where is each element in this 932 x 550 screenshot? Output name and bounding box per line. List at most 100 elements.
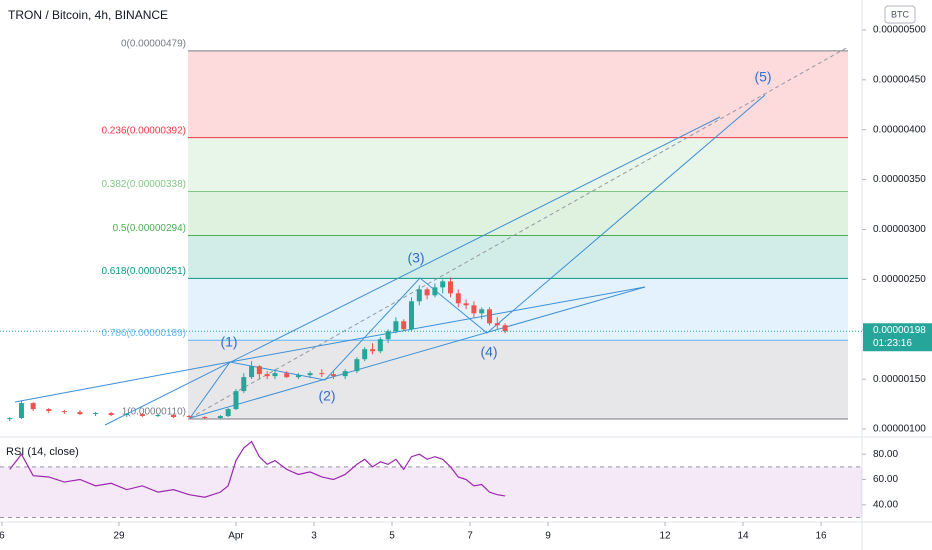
candle-body [256,366,262,375]
candle-body [225,409,231,417]
candle-body [202,417,208,419]
candle-body [362,349,368,360]
rsi-label: RSI (14, close) [6,446,79,458]
fib-label: 0.5(0.00000294) [113,223,186,234]
candle-body [7,418,13,420]
candle-body [401,321,407,330]
x-tick-label: Apr [228,531,244,542]
candle-body [319,373,325,375]
y-tick-label: 0.00000150 [873,374,926,385]
chart-title: TRON / Bitcoin, 4h, BINANCE [8,8,168,22]
channel-upper [104,116,721,426]
candle-body [18,403,24,419]
candle-body [502,325,508,332]
y-tick-label: 0.00000450 [873,74,926,85]
candle-body [77,412,83,415]
axes: 0.00000500 0.00000450 0.00000400 0.00000350… [0,25,932,542]
wave-label: (4) [480,344,497,360]
candle-body [61,411,67,413]
currency-label[interactable]: BTC [891,9,910,19]
trend-line [229,286,646,363]
x-tick-label: 7 [467,531,473,542]
rsi-tick-label: 60.00 [873,474,898,485]
wave-label: (3) [407,250,424,266]
y-tick-label: 0.00000350 [873,174,926,185]
fib-zone [188,235,848,279]
trend-line [14,361,231,403]
y-tick-label: 0.00000500 [873,25,926,36]
y-tick-label: 0.00000250 [873,274,926,285]
currency-button[interactable] [884,5,916,24]
countdown: 01:23:16 [873,338,912,349]
candle-body [241,377,247,392]
last-price-label: 0.00000198 [873,325,926,336]
candle-body [354,359,360,372]
rsi-band [0,466,862,518]
candle-body [171,415,177,418]
rsi-tick-label: 40.00 [873,499,898,510]
x-tick-label: 16 [815,531,827,542]
candle-body [249,366,255,378]
rsi-line [9,440,506,498]
candle-body [479,309,485,314]
candle-body [307,373,313,376]
candle-body [494,323,500,326]
candle-body [139,414,145,417]
wave-label: (1) [220,334,237,350]
candle-body [46,409,52,412]
x-tick-label: 14 [737,531,749,542]
candles [7,277,508,422]
candle-body [424,289,430,296]
wave-labels: (1) (2) (3) (4) (5) [220,69,771,404]
fib-zone [188,137,848,192]
fib-label: 1(0.00000110) [122,407,186,418]
rsi-tick-label: 80.00 [873,449,898,460]
fib-retracement: 0(0.00000479) 0.236(0.00000392) 0.382(0.00… [101,39,848,420]
x-tick-label: 29 [113,531,125,542]
fib-label: 0(0.00000479) [121,39,186,50]
candle-body [155,415,161,417]
candle-body [108,413,114,416]
fib-zone [188,50,848,138]
channel-lower [189,286,646,419]
elliott-wave-path [189,94,766,419]
y-tick-label: 0.00000300 [873,224,926,235]
candle-body [408,301,414,330]
candle-body [377,339,383,352]
y-tick-label: 0.00000100 [873,424,926,435]
candle-body [448,281,454,294]
candle-body [330,374,336,377]
candle-body [416,289,422,302]
candle-body [369,349,375,352]
fib-label: 0.618(0.00000251) [101,266,186,277]
x-tick-label: 5 [389,531,395,542]
fib-label: 0.236(0.00000392) [101,125,186,136]
candle-body [432,287,438,296]
candle-body [393,321,399,332]
candle-body [233,391,239,410]
x-tick-label: 3 [311,531,317,542]
y-tick-label: 0.00000400 [873,124,926,135]
candle-body [440,281,446,288]
x-tick-label: 9 [545,531,551,542]
candle-body [186,416,192,418]
wave-label: (2) [318,388,335,404]
fib-zone [188,340,848,420]
fib-zone [188,191,848,236]
trend-lines [14,46,849,426]
candle-body [385,331,391,340]
x-tick-label: 12 [659,531,671,542]
last-price-box [863,323,932,352]
candle-body [30,403,36,410]
fib-zone [188,278,848,341]
candle-body [264,374,270,377]
candle-body [295,375,301,378]
candle-body [124,414,130,416]
candle-body [471,305,477,314]
candle-body [272,373,278,377]
candle-body [487,309,493,324]
x-tick-label: 6 [0,531,5,542]
